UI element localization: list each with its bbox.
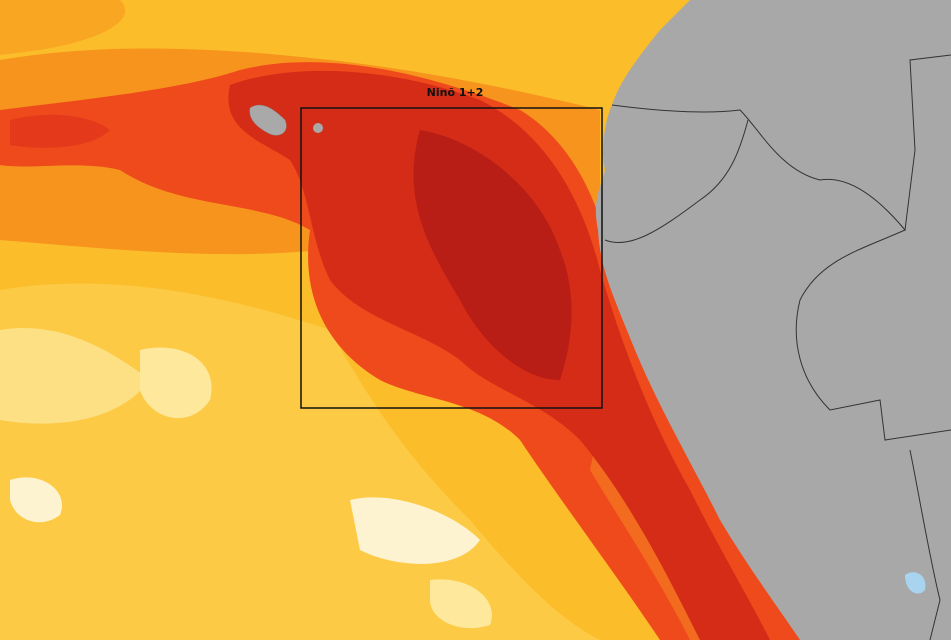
light-patch (350, 497, 480, 564)
borders (604, 54, 951, 640)
island (249, 104, 287, 136)
region-box (300, 107, 603, 409)
light-patch (140, 347, 212, 419)
dark-core (228, 70, 770, 640)
border-line (604, 119, 749, 244)
light-patch (10, 477, 62, 523)
light-patch (430, 579, 492, 629)
border-line (611, 54, 951, 232)
island (313, 123, 323, 133)
border-line (795, 229, 951, 441)
red-patch (10, 114, 110, 148)
light-patch (0, 328, 150, 424)
lake (905, 572, 926, 594)
border-line (909, 449, 941, 640)
darkest-core (413, 130, 572, 380)
region-label: Ninõ 1+2 (427, 86, 484, 99)
land (595, 0, 951, 640)
orange-band (0, 0, 126, 55)
